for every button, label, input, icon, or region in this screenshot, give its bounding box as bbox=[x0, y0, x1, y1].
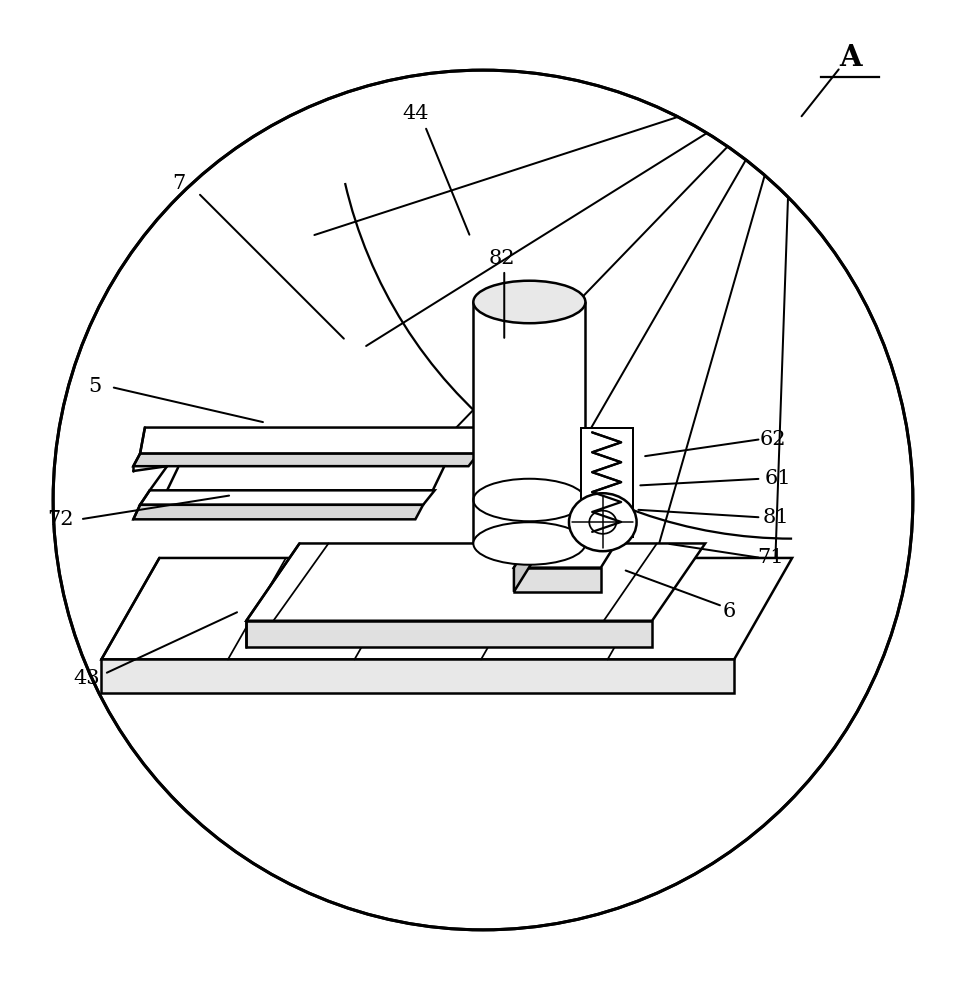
Text: 6: 6 bbox=[723, 602, 736, 621]
Polygon shape bbox=[581, 428, 633, 537]
Circle shape bbox=[53, 70, 913, 930]
Text: A: A bbox=[838, 43, 862, 72]
Polygon shape bbox=[101, 659, 734, 693]
Polygon shape bbox=[101, 558, 792, 659]
Polygon shape bbox=[133, 454, 478, 466]
Text: 81: 81 bbox=[762, 508, 789, 527]
Text: 72: 72 bbox=[47, 510, 74, 529]
Polygon shape bbox=[140, 428, 526, 454]
Text: 44: 44 bbox=[402, 104, 429, 123]
Ellipse shape bbox=[473, 522, 585, 565]
Polygon shape bbox=[246, 543, 705, 621]
Text: 5: 5 bbox=[88, 377, 101, 396]
Polygon shape bbox=[246, 621, 652, 647]
Ellipse shape bbox=[569, 493, 637, 551]
Polygon shape bbox=[133, 505, 423, 519]
Text: 61: 61 bbox=[764, 469, 791, 488]
Text: 7: 7 bbox=[172, 174, 185, 193]
Text: 71: 71 bbox=[757, 548, 784, 567]
Text: 43: 43 bbox=[73, 669, 100, 688]
Ellipse shape bbox=[473, 281, 585, 323]
Polygon shape bbox=[514, 524, 628, 568]
Polygon shape bbox=[514, 568, 601, 592]
Polygon shape bbox=[140, 490, 435, 505]
Polygon shape bbox=[473, 302, 585, 543]
Polygon shape bbox=[514, 524, 541, 592]
Text: 82: 82 bbox=[489, 249, 516, 268]
Text: 62: 62 bbox=[759, 430, 786, 449]
Polygon shape bbox=[167, 466, 444, 490]
